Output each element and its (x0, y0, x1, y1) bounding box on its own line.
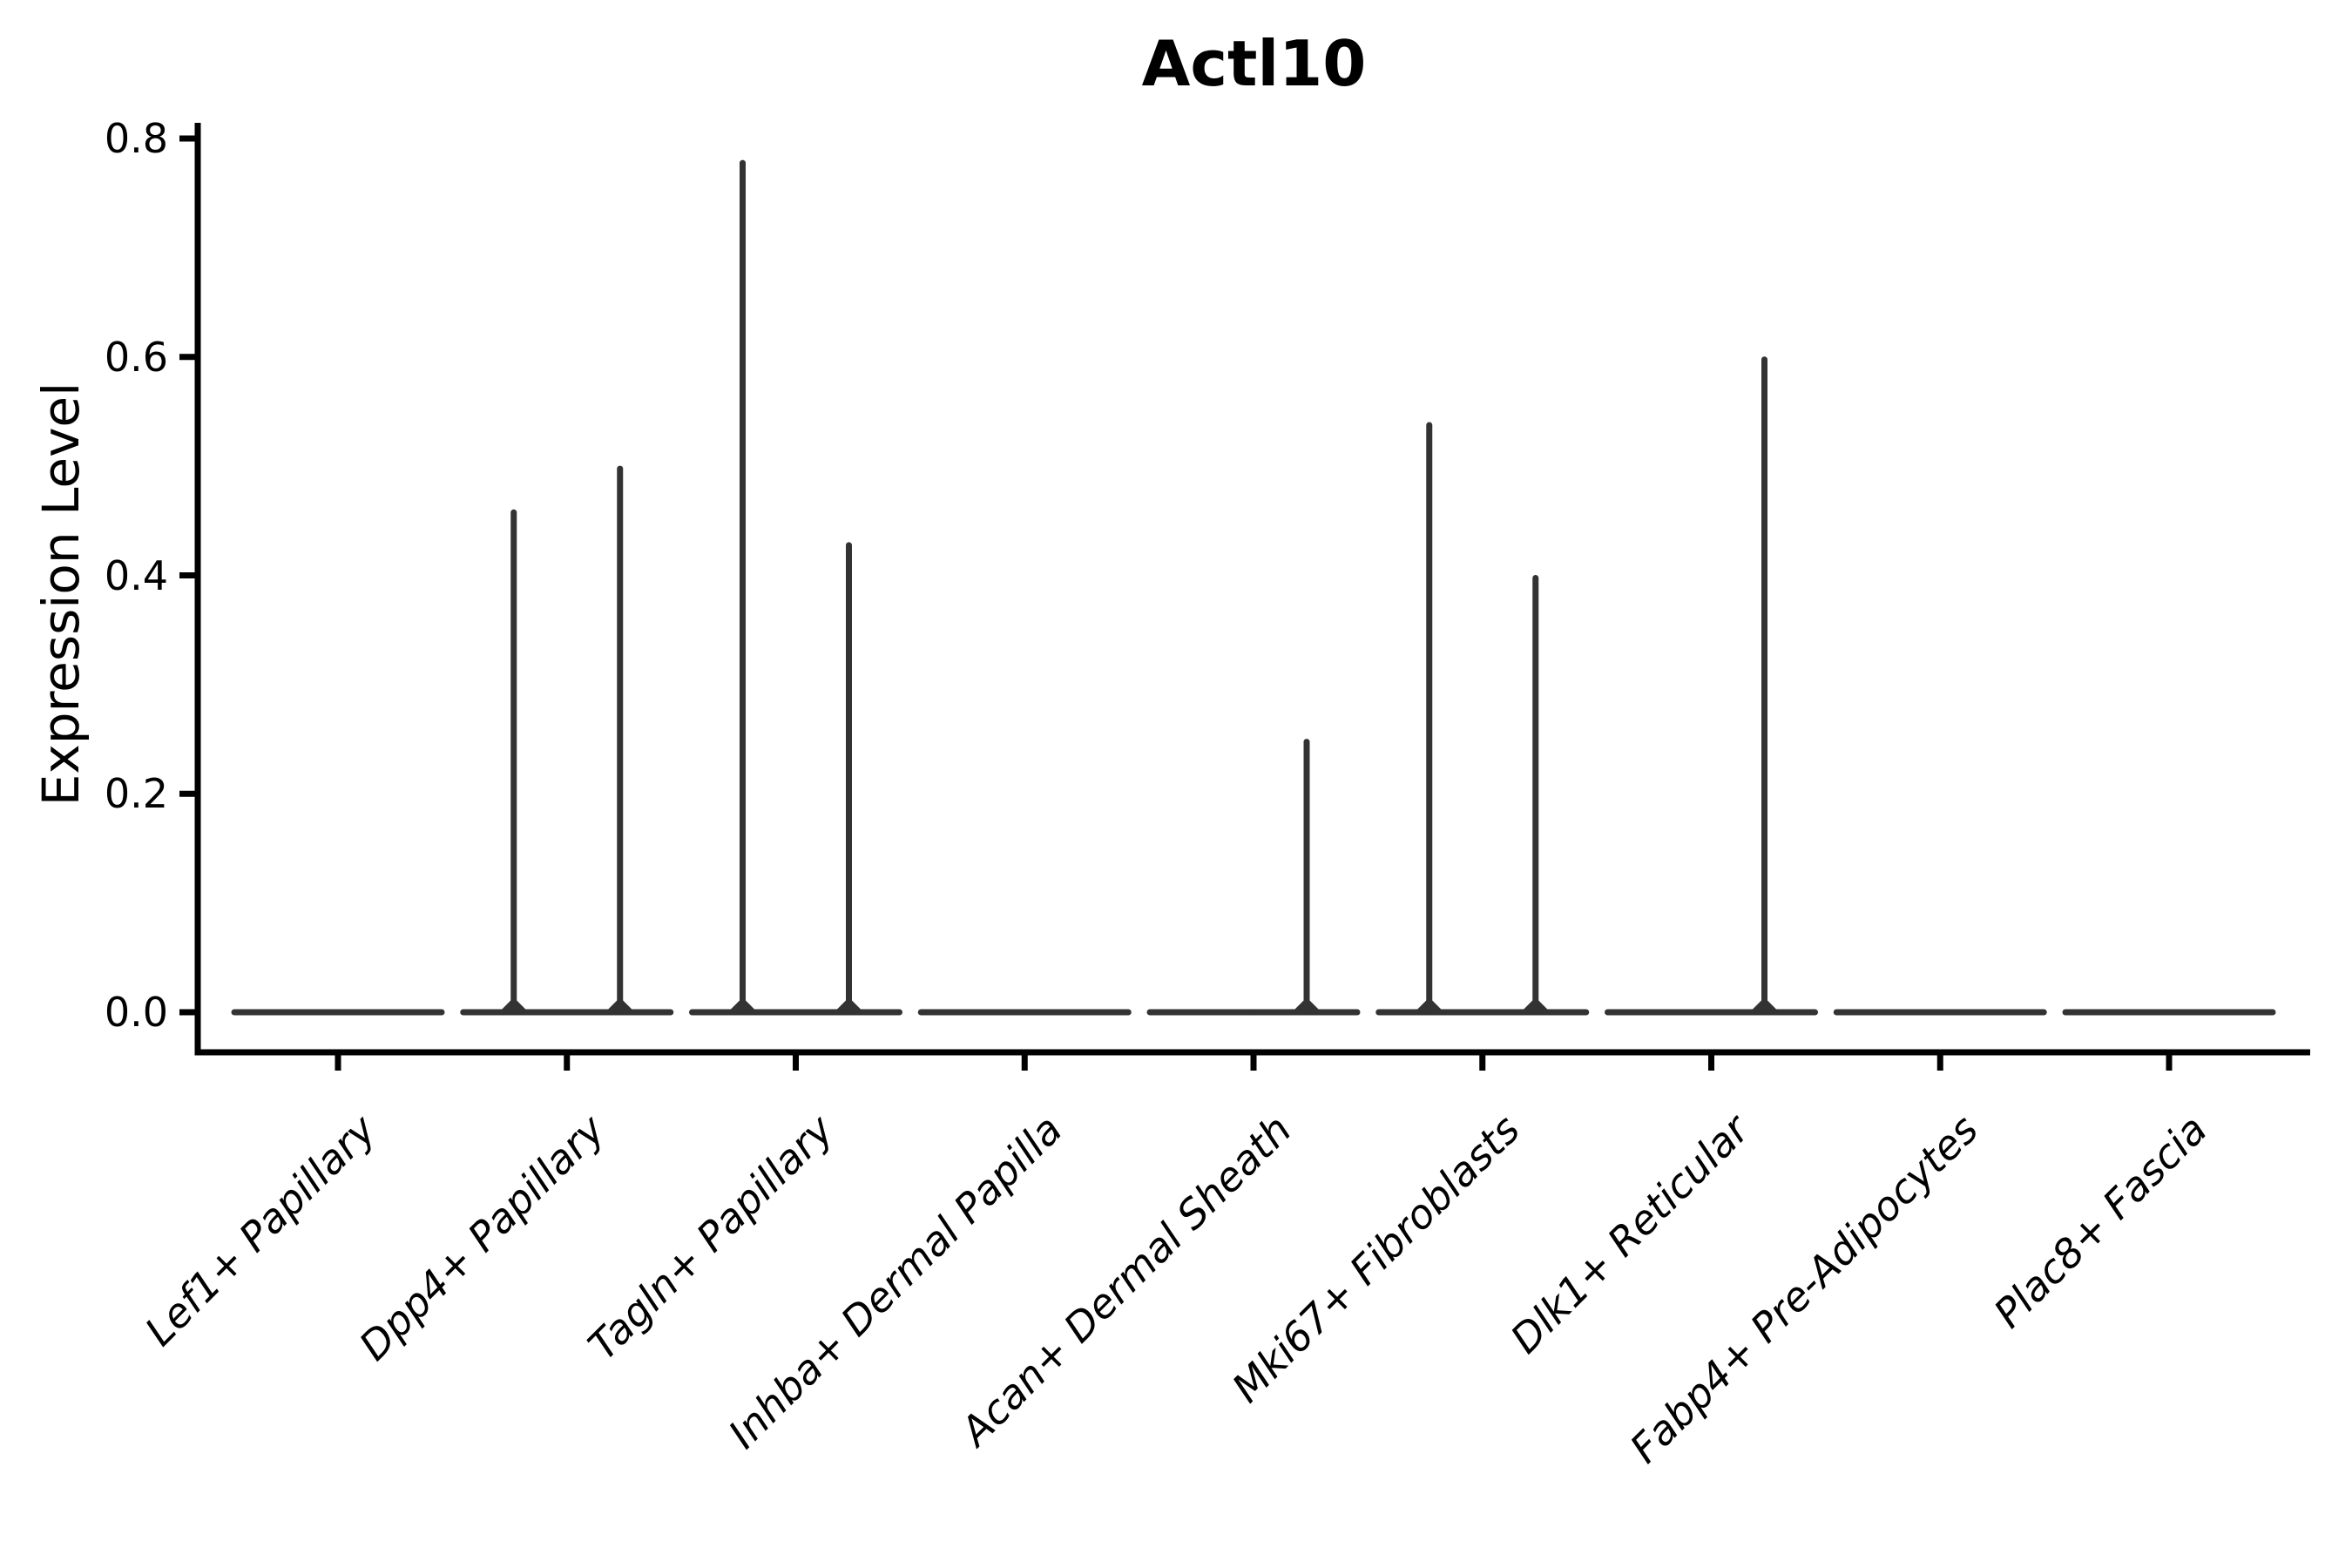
y-tick-label: 0.4 (104, 551, 168, 599)
chart-title: Actl10 (1141, 27, 1367, 100)
y-tick-label: 0.8 (104, 115, 168, 162)
y-tick-label: 0.0 (104, 989, 168, 1036)
y-tick-label: 0.2 (104, 770, 168, 818)
y-tick-label: 0.6 (104, 333, 168, 381)
